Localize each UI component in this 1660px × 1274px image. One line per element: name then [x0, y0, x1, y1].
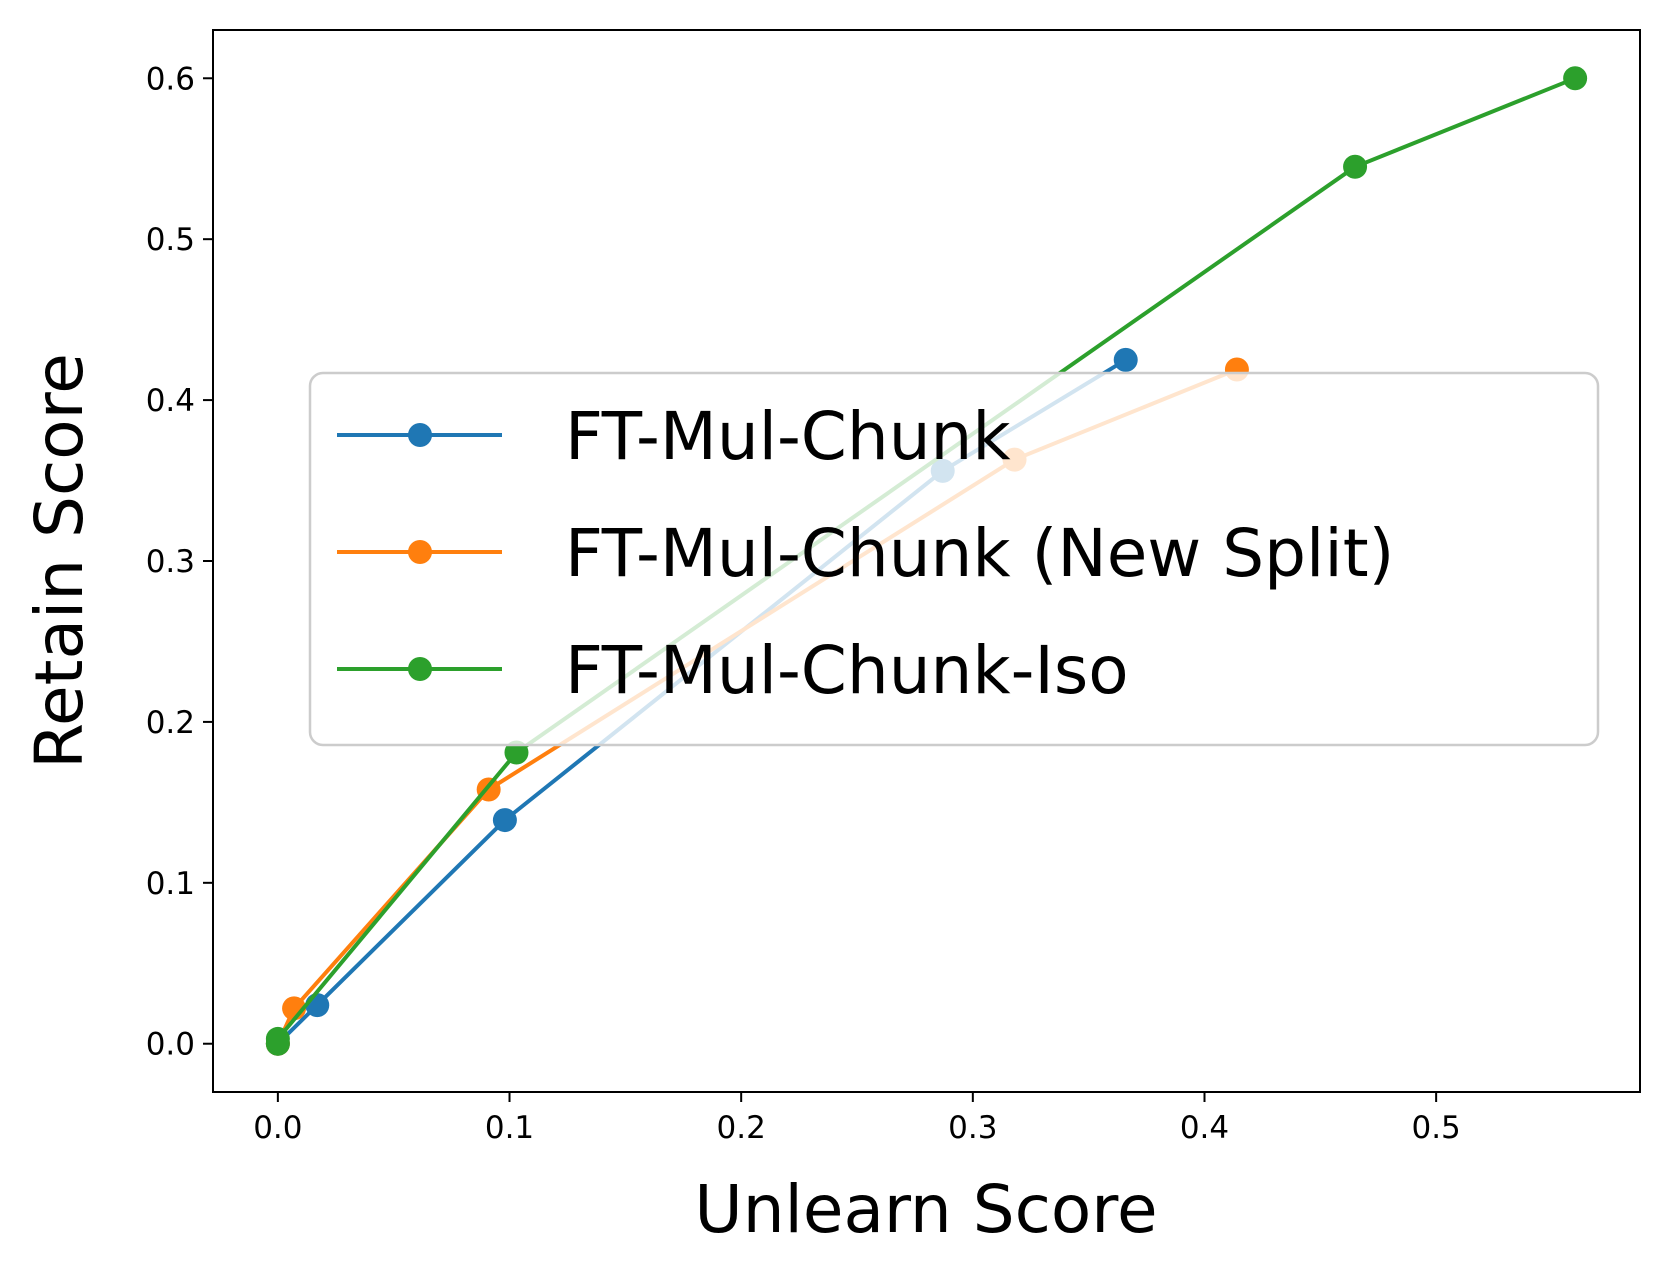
y-tick-label: 0.5: [146, 222, 195, 258]
y-axis-title: Retain Score: [21, 353, 98, 769]
legend-box: [308, 371, 1600, 747]
y-tick-label: 0.2: [146, 705, 195, 741]
legend-label: FT-Mul-Chunk (New Split): [565, 515, 1394, 592]
data-point: [504, 740, 529, 765]
x-tick-label: 0.3: [948, 1110, 997, 1146]
data-point: [492, 808, 517, 833]
x-tick-label: 0.4: [1180, 1110, 1229, 1146]
legend-marker: [408, 540, 432, 564]
y-tick-label: 0.1: [146, 866, 195, 902]
x-tick-label: 0.5: [1411, 1110, 1460, 1146]
legend-marker: [408, 423, 432, 447]
legend-label: FT-Mul-Chunk-Iso: [565, 632, 1129, 709]
y-tick-label: 0.4: [146, 383, 195, 419]
data-point: [1113, 347, 1138, 372]
x-tick-label: 0.0: [253, 1110, 302, 1146]
legend-entry: FT-Mul-Chunk (New Split): [337, 515, 1394, 592]
legend-label: FT-Mul-Chunk: [565, 398, 1011, 475]
y-tick-label: 0.6: [146, 61, 195, 97]
legend: FT-Mul-Chunk FT-Mul-Chunk (New Split) FT-M…: [308, 371, 1600, 747]
y-tick-label: 0.3: [146, 544, 195, 580]
legend-marker: [408, 657, 432, 681]
legend-entry: FT-Mul-Chunk: [337, 398, 1011, 475]
y-tick-label: 0.0: [146, 1027, 195, 1063]
x-axis: 0.0 0.1 0.2 0.3 0.4 0.5: [253, 1092, 1461, 1146]
legend-entry: FT-Mul-Chunk-Iso: [337, 632, 1129, 709]
y-axis: 0.0 0.1 0.2 0.3 0.4 0.5 0.6: [146, 61, 213, 1063]
data-point: [305, 993, 330, 1018]
data-point: [265, 1026, 290, 1051]
x-tick-label: 0.1: [485, 1110, 534, 1146]
data-point: [1343, 154, 1368, 179]
x-axis-title: Unlearn Score: [694, 1171, 1157, 1248]
series-3: [265, 66, 1588, 1056]
x-tick-label: 0.2: [717, 1110, 766, 1146]
data-point: [1563, 66, 1588, 91]
